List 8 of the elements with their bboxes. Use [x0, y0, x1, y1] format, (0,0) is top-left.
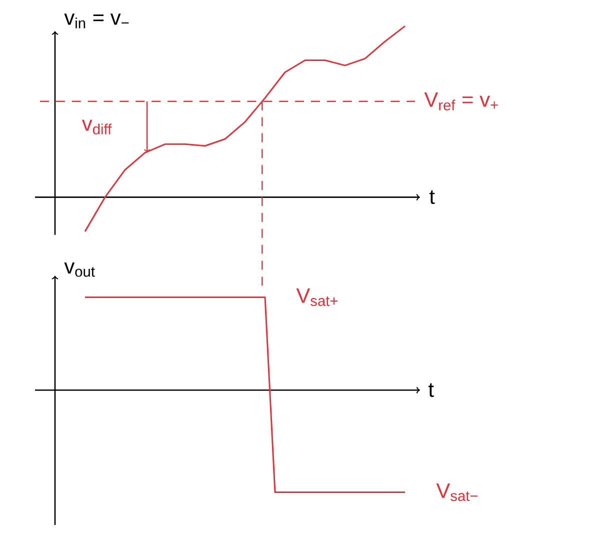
annotation: V$_{sat+}$	[296, 288, 338, 306]
annotation: v$_{diff}$	[82, 120, 112, 134]
y-axis-title: v$_{in}$ = v$_{−}$	[64, 14, 129, 28]
x-axis-title: t	[428, 383, 434, 397]
y-axis-title: v$_{out}$	[64, 262, 95, 277]
ref-line-label: V$_{ref}$ = v$_{+}$	[424, 92, 498, 110]
x-axis-title: t	[429, 190, 435, 204]
text: V$_{sat−}$	[436, 483, 478, 502]
